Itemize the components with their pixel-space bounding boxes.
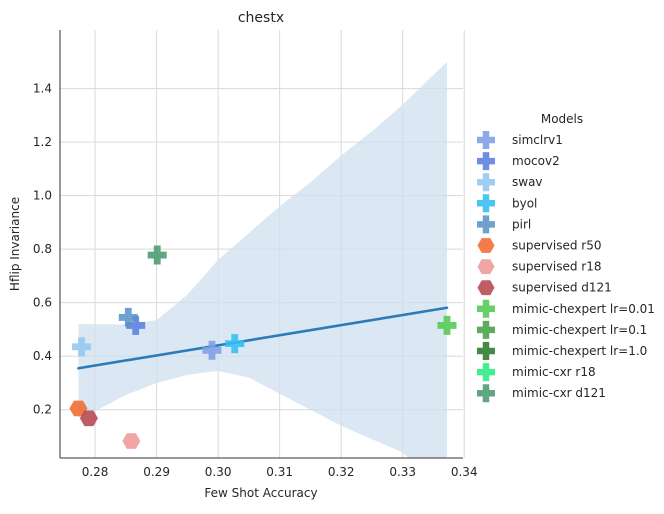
regression-line — [77, 306, 449, 370]
data-point — [126, 315, 146, 335]
y-tick-label: 1.2 — [33, 135, 52, 149]
legend-marker — [477, 280, 495, 296]
confidence-band — [78, 61, 447, 458]
x-tick-label: 0.31 — [266, 465, 293, 479]
legend-label: byol — [512, 196, 537, 210]
legend-marker — [477, 299, 495, 318]
data-point — [147, 245, 167, 265]
legend-label: mimic-chexpert lr=0.01 — [512, 302, 655, 316]
legend-label: mimic-chexpert lr=0.1 — [512, 323, 647, 337]
x-tick-label: 0.30 — [205, 465, 232, 479]
legend-marker — [477, 259, 495, 274]
legend-label: simclrv1 — [512, 133, 563, 147]
legend-marker — [477, 131, 495, 149]
x-axis-label: Few Shot Accuracy — [204, 486, 317, 500]
y-axis-label: Hflip Invariance — [8, 197, 22, 291]
data-point — [202, 340, 222, 360]
legend: Models simclrv1 mocov2 swav byol pirl supervi… — [477, 112, 655, 403]
y-tick-label: 0.6 — [33, 296, 52, 310]
legend-label: mimic-cxr d121 — [512, 386, 606, 400]
y-tick-label: 1.4 — [33, 82, 52, 96]
y-tick-label: 1.0 — [33, 189, 52, 203]
data-point — [79, 410, 98, 427]
legend-marker — [477, 363, 495, 382]
y-tick-label: 0.4 — [33, 349, 52, 363]
y-tick-label: 0.8 — [33, 242, 52, 256]
legend-label: swav — [512, 175, 543, 189]
x-tick-label: 0.33 — [389, 465, 416, 479]
legend-marker — [477, 215, 495, 234]
legend-label: mimic-cxr r18 — [512, 365, 596, 379]
band-layer — [78, 61, 447, 458]
legend-marker — [477, 173, 495, 192]
data-point — [69, 400, 88, 417]
legend-label: supervised d121 — [512, 281, 612, 295]
data-point — [437, 315, 457, 335]
legend-marker — [477, 320, 495, 339]
legend-marker — [477, 194, 495, 213]
legend-label: supervised r18 — [512, 260, 602, 274]
data-point — [225, 334, 245, 354]
legend-label: pirl — [512, 217, 531, 231]
x-tick-label: 0.28 — [82, 465, 109, 479]
line-layer — [77, 306, 449, 370]
chart-title: chestx — [238, 10, 284, 26]
legend-marker — [477, 384, 495, 403]
axes-layer: 0.28 0.29 0.30 0.31 0.32 0.33 0.34 0.2 0.4 0.6 0.8… — [33, 30, 478, 479]
data-point — [122, 433, 141, 449]
x-tick-label: 0.32 — [328, 465, 355, 479]
legend-marker — [477, 152, 495, 171]
legend-marker — [477, 342, 495, 360]
legend-label: mimic-chexpert lr=1.0 — [512, 344, 647, 358]
legend-label: mocov2 — [512, 154, 560, 168]
x-tick-label: 0.34 — [451, 465, 478, 479]
legend-title: Models — [541, 112, 583, 126]
legend-label: supervised r50 — [512, 239, 602, 253]
data-point — [118, 307, 138, 327]
x-tick-label: 0.29 — [143, 465, 170, 479]
legend-marker — [477, 238, 495, 253]
data-point — [72, 337, 92, 357]
y-tick-label: 0.2 — [33, 403, 52, 417]
points-layer — [69, 245, 457, 449]
